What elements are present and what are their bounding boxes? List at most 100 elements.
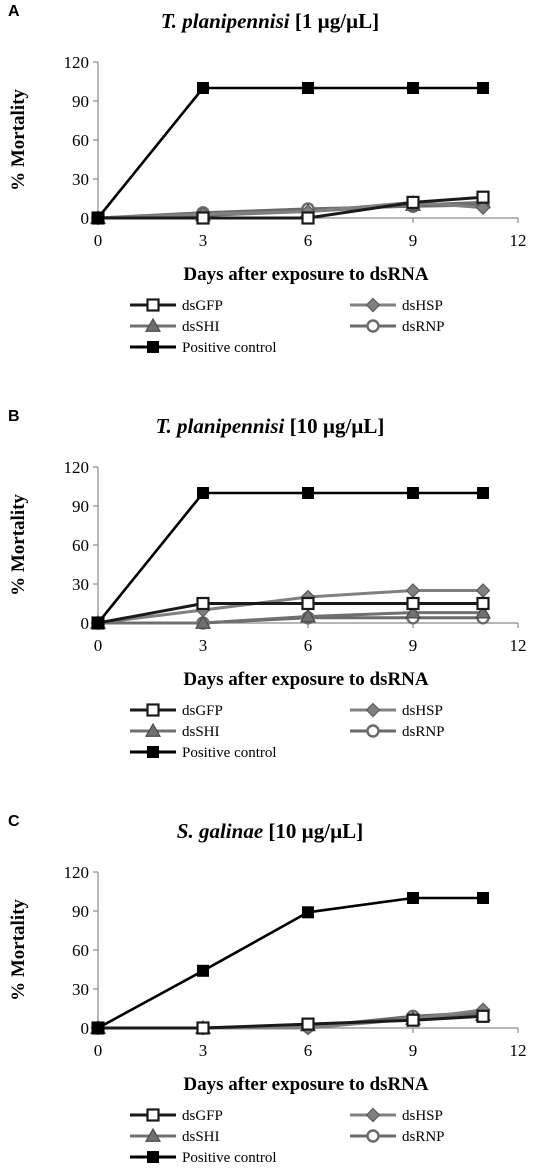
data-point-dsgfp <box>301 596 315 611</box>
x-tick-label: 6 <box>304 1041 313 1060</box>
data-point-positive-control <box>477 82 489 94</box>
legend-item-dsrnp: dsRNP <box>350 724 445 740</box>
data-point-positive-control <box>302 487 314 499</box>
chart-title-concentration: [1 µg/µL] <box>290 9 380 33</box>
series-line-positive-control <box>97 896 483 1030</box>
data-point-positive-control <box>477 487 489 499</box>
data-point-positive-control <box>302 906 314 919</box>
series-positive-control <box>92 892 489 1034</box>
y-tick-label: 0 <box>81 614 90 633</box>
data-point-dsshi <box>194 614 212 629</box>
data-point-positive-control <box>407 82 419 94</box>
chart-title: T. planipennisi [1 µg/µL] <box>161 9 379 33</box>
legend-item-dsshi: dsSHI <box>130 1127 220 1145</box>
legend-item-positive-control: Positive control <box>130 1150 277 1166</box>
y-axis-title: % Mortality <box>8 494 29 596</box>
legend-swatch-marker <box>147 1151 159 1163</box>
legend-item-dsgfp: dsGFP <box>130 298 223 314</box>
y-tick-label: 30 <box>72 980 89 999</box>
x-tick-label: 0 <box>94 231 103 250</box>
y-tick-label: 30 <box>72 575 89 594</box>
legend-label: Positive control <box>182 745 277 761</box>
legend-label: Positive control <box>182 340 277 356</box>
x-tick-label: 12 <box>510 1041 527 1060</box>
data-point-dsgfp <box>196 211 210 225</box>
x-axis-title: Days after exposure to dsRNA <box>183 669 429 690</box>
x-tick-label: 3 <box>199 1041 208 1060</box>
x-tick-label: 12 <box>510 231 527 250</box>
y-axis-title: % Mortality <box>8 899 29 1001</box>
y-tick-label: 90 <box>72 92 89 111</box>
legend-swatch-marker <box>365 297 381 313</box>
x-tick-label: 3 <box>199 231 208 250</box>
y-tick-label: 60 <box>72 131 89 150</box>
data-point-dsgfp <box>406 596 420 611</box>
data-point-positive-control <box>407 487 419 499</box>
legend-label: Positive control <box>182 1150 277 1166</box>
legend-item-dsrnp: dsRNP <box>350 319 445 335</box>
legend-item-dsshi: dsSHI <box>130 722 220 740</box>
y-tick-label: 90 <box>72 902 89 921</box>
y-tick-label: 90 <box>72 497 89 516</box>
data-point-positive-control <box>92 1022 104 1034</box>
data-point-dshsp <box>405 583 421 598</box>
data-point-positive-control <box>197 82 209 94</box>
y-axis-title: % Mortality <box>8 89 29 191</box>
legend-swatch-marker <box>147 746 159 758</box>
series-dsrnp <box>91 611 490 630</box>
legend-swatch-marker <box>366 319 380 333</box>
y-tick-label: 60 <box>72 536 89 555</box>
data-point-positive-control <box>197 964 209 977</box>
series-line-dsgfp <box>98 1014 484 1030</box>
data-point-positive-control <box>302 82 314 94</box>
y-tick-label: 120 <box>64 53 90 72</box>
data-point-dsgfp <box>476 596 490 611</box>
series-dsgfp <box>91 190 490 225</box>
chart-title-concentration: [10 µg/µL] <box>263 819 363 843</box>
legend-swatch-marker <box>366 724 380 738</box>
legend-label: dsHSP <box>402 1108 443 1124</box>
y-tick-label: 0 <box>81 209 90 228</box>
y-tick-label: 120 <box>64 863 90 882</box>
panel-letter: A <box>8 3 20 20</box>
x-tick-label: 3 <box>199 636 208 655</box>
x-tick-label: 9 <box>409 231 418 250</box>
legend-swatch-marker <box>144 722 162 737</box>
legend-swatch-marker <box>365 702 381 718</box>
chart-title-concentration: [10 µg/µL] <box>284 414 384 438</box>
legend-label: dsSHI <box>182 319 220 335</box>
y-tick-label: 30 <box>72 170 89 189</box>
legend-label: dsSHI <box>182 724 220 740</box>
legend-item-dsgfp: dsGFP <box>130 703 223 719</box>
legend-item-dsshi: dsSHI <box>130 317 220 335</box>
legend-label: dsHSP <box>402 298 443 314</box>
series-line-positive-control <box>96 86 483 219</box>
x-tick-label: 0 <box>94 1041 103 1060</box>
chart-title: S. galinae [10 µg/µL] <box>177 819 363 843</box>
legend-swatch-marker <box>147 341 159 353</box>
x-tick-label: 0 <box>94 636 103 655</box>
legend-item-positive-control: Positive control <box>130 340 277 356</box>
legend-label: dsHSP <box>402 703 443 719</box>
chart-panel-b: B T. planipennisi [10 µg/µL] 0 30 60 90 120 0 3 6… <box>8 408 527 761</box>
y-tick-label: 0 <box>81 1019 90 1038</box>
x-axis-title: Days after exposure to dsRNA <box>183 264 429 285</box>
data-point-dsgfp <box>301 211 315 225</box>
data-point-dsgfp <box>301 1017 315 1031</box>
legend-label: dsGFP <box>182 298 223 314</box>
legend-label: dsGFP <box>182 1108 223 1124</box>
legend-swatch-marker <box>366 1129 380 1143</box>
legend-label: dsRNP <box>402 319 445 335</box>
data-point-dsgfp <box>196 1021 210 1035</box>
chart-panel-c: C S. galinae [10 µg/µL] 0 30 60 90 120 0 3 6 9 12 Da… <box>8 813 527 1166</box>
data-point-positive-control <box>197 487 209 499</box>
data-point-dsgfp <box>476 190 490 204</box>
chart-panel-a: A T. planipennisi [1 µg/µL] 0 30 60 90 120 0 3 6 9… <box>8 3 527 356</box>
legend-item-dshsp: dsHSP <box>350 702 443 719</box>
legend-label: dsRNP <box>402 1129 445 1145</box>
x-tick-label: 6 <box>304 231 313 250</box>
data-point-positive-control <box>92 617 104 629</box>
legend-item-dsgfp: dsGFP <box>130 1108 223 1124</box>
data-point-dsgfp <box>196 596 210 611</box>
